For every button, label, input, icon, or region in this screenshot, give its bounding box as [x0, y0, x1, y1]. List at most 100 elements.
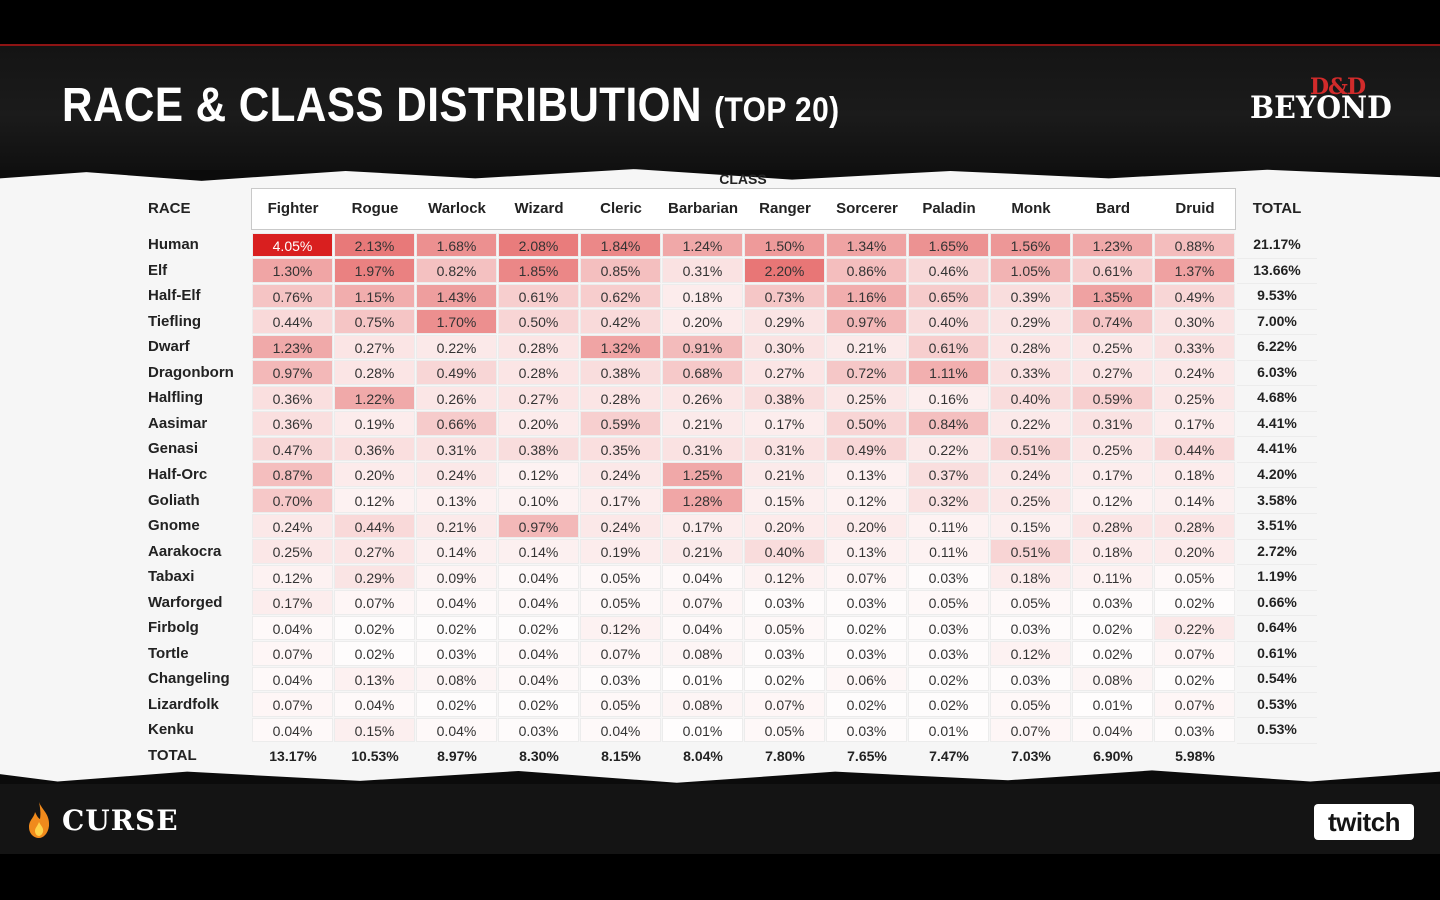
heatmap-cell: 0.04% — [252, 615, 333, 641]
heatmap-cell: 0.26% — [416, 385, 497, 411]
heatmap-cell: 0.03% — [744, 641, 825, 666]
heatmap-cell: 0.40% — [990, 385, 1071, 411]
heatmap-cell: 0.04% — [498, 666, 579, 692]
heatmap-cell: 0.33% — [990, 360, 1071, 385]
heatmap-cell: 0.04% — [662, 615, 743, 641]
heatmap-cell: 0.22% — [416, 334, 497, 360]
heatmap-cell: 0.02% — [334, 615, 415, 641]
heatmap-cell: 0.62% — [580, 283, 661, 309]
heatmap-cell: 0.31% — [416, 436, 497, 462]
heatmap-cell: 0.61% — [908, 334, 989, 360]
heatmap-cell: 0.15% — [744, 488, 825, 513]
column-total: 10.53% — [351, 748, 399, 764]
row-label: Changeling — [148, 670, 230, 688]
title-main: RACE & CLASS DISTRIBUTION — [62, 79, 702, 132]
heatmap-cell: 0.04% — [252, 717, 333, 743]
heatmap-cell: 0.02% — [908, 692, 989, 717]
row-label: Halfling — [148, 389, 203, 407]
heatmap-cell: 1.23% — [1072, 232, 1153, 257]
heatmap-cell: 0.07% — [1154, 641, 1235, 666]
heatmap-cell: 0.03% — [826, 590, 907, 615]
heatmap-cell: 0.03% — [908, 641, 989, 666]
heatmap-cell: 0.20% — [334, 462, 415, 487]
row-label: Tabaxi — [148, 568, 195, 586]
heatmap-cell: 0.03% — [416, 641, 497, 666]
row-label: Half-Elf — [148, 287, 201, 305]
heatmap-cell: 0.20% — [1154, 539, 1235, 564]
heatmap-cell: 0.03% — [908, 615, 989, 641]
heatmap-cell: 0.07% — [252, 641, 333, 666]
column-total: 7.80% — [765, 748, 805, 764]
heatmap-cell: 0.27% — [334, 334, 415, 360]
heatmap-cell: 0.28% — [334, 360, 415, 385]
heatmap-cell: 0.05% — [744, 615, 825, 641]
total-column-header: TOTAL — [1252, 200, 1302, 217]
heatmap-cell: 0.22% — [908, 436, 989, 462]
heatmap-cell: 0.33% — [1154, 334, 1235, 360]
heatmap-cell: 0.82% — [416, 258, 497, 283]
heatmap-cell: 0.22% — [990, 411, 1071, 436]
heatmap-cell: 1.34% — [826, 232, 907, 257]
heatmap-cell: 0.17% — [1154, 411, 1235, 436]
heatmap-cell: 0.25% — [826, 385, 907, 411]
heatmap-cell: 0.02% — [498, 615, 579, 641]
heatmap-cell: 0.12% — [252, 564, 333, 590]
footer-band — [0, 784, 1440, 854]
heatmap-cell: 0.05% — [908, 590, 989, 615]
heatmap-cell: 0.27% — [744, 360, 825, 385]
row-label: Goliath — [148, 491, 200, 509]
heatmap-cell: 0.72% — [826, 360, 907, 385]
heatmap-cell: 0.07% — [662, 590, 743, 615]
row-total: 9.53% — [1237, 283, 1317, 310]
heatmap-cell: 0.05% — [580, 692, 661, 717]
heatmap-cell: 0.49% — [1154, 283, 1235, 309]
heatmap-cell: 0.61% — [1072, 258, 1153, 283]
heatmap-cell: 0.04% — [498, 641, 579, 666]
heatmap-cell: 0.38% — [744, 385, 825, 411]
heatmap-cell: 0.42% — [580, 309, 661, 334]
heatmap-cell: 0.12% — [580, 615, 661, 641]
column-total: 5.98% — [1175, 748, 1215, 764]
title-sub: (TOP 20) — [714, 91, 840, 129]
heatmap-cell: 0.29% — [744, 309, 825, 334]
heatmap-cell: 0.04% — [498, 590, 579, 615]
row-label: Gnome — [148, 517, 200, 535]
heatmap-cell: 0.73% — [744, 283, 825, 309]
heatmap-cell: 0.59% — [1072, 385, 1153, 411]
heatmap-cell: 0.84% — [908, 411, 989, 436]
heatmap-cell: 0.24% — [580, 513, 661, 539]
heatmap-cell: 0.04% — [416, 590, 497, 615]
heatmap-cell: 0.08% — [662, 641, 743, 666]
heatmap-cell: 0.09% — [416, 564, 497, 590]
heatmap-cell: 0.06% — [826, 666, 907, 692]
heatmap-cell: 1.35% — [1072, 283, 1153, 309]
heatmap-cell: 0.30% — [1154, 309, 1235, 334]
heatmap-cell: 1.84% — [580, 232, 661, 257]
heatmap-cell: 0.11% — [908, 513, 989, 539]
heatmap-cell: 0.74% — [1072, 309, 1153, 334]
row-label: Kenku — [148, 721, 194, 739]
heatmap-cell: 0.85% — [580, 258, 661, 283]
heatmap-cell: 0.17% — [252, 590, 333, 615]
heatmap-cell: 1.16% — [826, 283, 907, 309]
heatmap-cell: 0.51% — [990, 436, 1071, 462]
heatmap-cell: 0.29% — [334, 564, 415, 590]
heatmap-cell: 0.38% — [580, 360, 661, 385]
heatmap-cell: 4.05% — [252, 232, 333, 257]
column-total: 6.90% — [1093, 748, 1133, 764]
row-label: Elf — [148, 261, 168, 279]
heatmap-cell: 0.07% — [826, 564, 907, 590]
heatmap-cell: 0.31% — [744, 436, 825, 462]
heatmap-cell: 0.49% — [826, 436, 907, 462]
heatmap-cell: 0.03% — [826, 717, 907, 743]
heatmap-cell: 0.17% — [580, 488, 661, 513]
column-total: 8.04% — [683, 748, 723, 764]
heatmap-cell: 0.28% — [1154, 513, 1235, 539]
row-total: 6.03% — [1237, 360, 1317, 387]
heatmap-cell: 0.02% — [744, 666, 825, 692]
heatmap-cell: 0.05% — [580, 590, 661, 615]
heatmap-cell: 0.18% — [1154, 462, 1235, 487]
heatmap-cell: 0.38% — [498, 436, 579, 462]
column-total: 7.47% — [929, 748, 969, 764]
heatmap-cell: 0.44% — [252, 309, 333, 334]
